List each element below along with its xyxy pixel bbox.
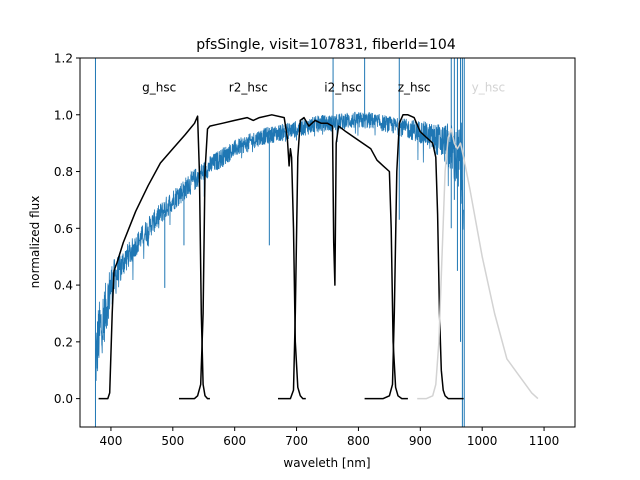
x-tick-label: 1100 bbox=[529, 434, 560, 448]
axes-frame bbox=[79, 57, 576, 428]
x-tick-label: 800 bbox=[347, 434, 370, 448]
x-tick-label: 600 bbox=[223, 434, 246, 448]
x-axis-label: waveleth [nm] bbox=[283, 456, 370, 470]
x-tick-label: 400 bbox=[99, 434, 122, 448]
filter-label-i2-hsc: i2_hsc bbox=[324, 80, 361, 94]
y-tick-label: 0.4 bbox=[54, 279, 73, 293]
y-tick-label: 1.0 bbox=[54, 108, 73, 122]
y-axis: 0.0 0.2 0.4 0.6 0.8 1.0 1.2 bbox=[54, 52, 80, 406]
series-layer bbox=[94, 58, 539, 427]
filter-label-y-hsc: y_hsc bbox=[472, 80, 506, 94]
y-tick-label: 0.0 bbox=[54, 392, 73, 406]
x-tick-label: 1000 bbox=[467, 434, 498, 448]
x-tick-label: 700 bbox=[285, 434, 308, 448]
chart-title: pfsSingle, visit=107831, fiberId=104 bbox=[196, 37, 456, 53]
y-tick-label: 0.8 bbox=[54, 165, 73, 179]
plot-area: g_hsc r2_hsc i2_hsc z_hsc y_hsc bbox=[79, 57, 576, 428]
filter-curve-y-hsc bbox=[417, 128, 539, 400]
filter-labels: g_hsc r2_hsc i2_hsc z_hsc y_hsc bbox=[142, 80, 505, 94]
filter-curve-i2-hsc bbox=[278, 116, 408, 400]
filter-label-g-hsc: g_hsc bbox=[142, 80, 176, 94]
x-tick-label: 900 bbox=[409, 434, 432, 448]
y-tick-label: 0.6 bbox=[54, 222, 73, 236]
spectrum-line bbox=[95, 111, 464, 381]
y-tick-label: 0.2 bbox=[54, 335, 73, 349]
filter-label-z-hsc: z_hsc bbox=[398, 80, 431, 94]
filter-curve-g-hsc bbox=[98, 115, 210, 400]
filter-curve-z-hsc bbox=[364, 114, 464, 400]
y-axis-label: normalized flux bbox=[28, 196, 42, 289]
x-tick-label: 500 bbox=[161, 434, 184, 448]
y-tick-label: 1.2 bbox=[54, 52, 73, 66]
x-axis: 400 500 600 700 800 900 1000 1100 bbox=[99, 427, 559, 448]
filter-label-r2-hsc: r2_hsc bbox=[229, 80, 268, 94]
